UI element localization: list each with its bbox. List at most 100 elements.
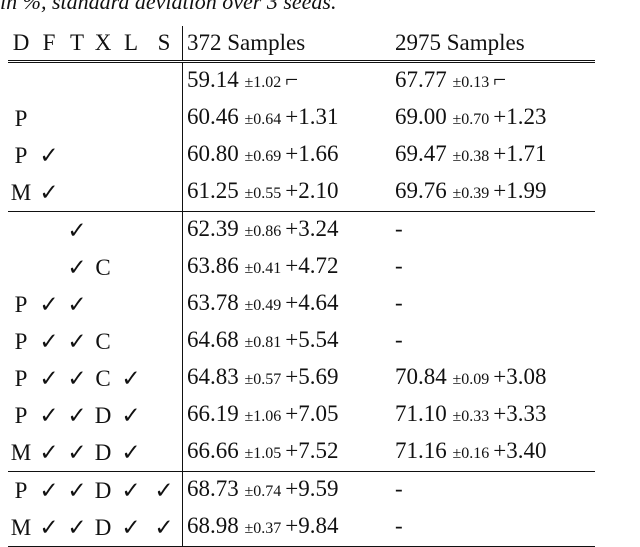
mean-value: 59.14 — [187, 67, 239, 92]
cell-l: ✓ — [121, 402, 141, 428]
cell-x — [90, 137, 116, 174]
cell-372-samples: 59.14 ±1.02 ⌐ — [182, 60, 395, 100]
cell-f: ✓ — [39, 365, 59, 391]
mean-value: 69.47 — [395, 141, 447, 166]
mean-value: 60.80 — [187, 141, 239, 166]
header-l: L — [116, 26, 146, 62]
delta-value: +5.54 — [285, 327, 339, 352]
std-value: ±1.02 — [244, 74, 282, 91]
mean-value: 66.19 — [187, 401, 239, 426]
delta-value: +9.84 — [285, 513, 339, 538]
cell-f: ✓ — [34, 471, 64, 509]
cell-s — [146, 249, 183, 286]
cell-d — [8, 211, 34, 249]
cell-d: P — [8, 471, 34, 509]
mean-value: 62.39 — [187, 216, 239, 241]
table-body: 59.14 ±1.02 ⌐ 67.77 ±0.13 ⌐ P 60.46 ±0.64 +1.3… — [8, 60, 595, 547]
cell-x: C — [95, 254, 111, 280]
mean-value: 68.73 — [187, 476, 239, 501]
cell-372-samples: 63.86 ±0.41 +4.72 — [182, 249, 395, 286]
delta-value: ⌐ — [285, 67, 299, 92]
cell-d: M — [10, 179, 32, 205]
cell-f: ✓ — [39, 439, 59, 465]
cell-x: C — [95, 365, 111, 391]
cell-t — [64, 60, 90, 100]
mean-value: 64.68 — [187, 327, 239, 352]
delta-value: +3.08 — [493, 364, 547, 389]
cell-2975-samples: - — [395, 249, 595, 286]
std-value: ±0.38 — [452, 148, 490, 165]
delta-value: +1.23 — [493, 104, 547, 129]
cell-s — [146, 360, 183, 397]
cell-372-samples: 61.25 ±0.55 +2.10 — [182, 174, 395, 212]
cell-x — [90, 100, 116, 137]
std-value: ±0.39 — [452, 185, 490, 202]
cell-l — [116, 137, 146, 174]
cell-x — [90, 60, 116, 100]
mean-value: - — [395, 253, 403, 278]
table-row: P ✓ ✓ D ✓ 66.19 ±1.06 +7.05 71.10 ±0.33 +3.33 — [8, 397, 595, 434]
cell-s: ✓ — [146, 509, 183, 547]
cell-l: ✓ — [116, 509, 146, 547]
cell-x — [90, 286, 116, 323]
cell-s — [146, 434, 183, 472]
delta-value: ⌐ — [493, 67, 507, 92]
delta-value: +7.52 — [285, 438, 339, 463]
cell-l — [116, 60, 146, 100]
mean-value: 67.77 — [395, 67, 447, 92]
cell-x: D — [94, 402, 112, 428]
cell-t — [64, 137, 90, 174]
cell-t: ✓ — [64, 471, 90, 509]
cell-t: ✓ — [67, 291, 87, 317]
std-value: ±0.81 — [244, 334, 282, 351]
table-caption: in %, standard deviation over 3 seeds. — [0, 0, 337, 14]
cell-2975-samples: - — [395, 211, 595, 249]
mean-value: 63.86 — [187, 253, 239, 278]
cell-372-samples: 66.66 ±1.05 +7.52 — [182, 434, 395, 472]
cell-s — [146, 174, 183, 212]
cell-l: ✓ — [116, 471, 146, 509]
std-value: ±0.70 — [452, 111, 490, 128]
std-value: ±0.57 — [244, 371, 282, 388]
mean-value: 70.84 — [395, 364, 447, 389]
table-row: ✓ C 63.86 ±0.41 +4.72- — [8, 249, 595, 286]
cell-f — [34, 211, 64, 249]
cell-2975-samples: 71.10 ±0.33 +3.33 — [395, 397, 595, 434]
cell-d: P — [14, 142, 28, 168]
std-value: ±0.49 — [244, 297, 282, 314]
cell-f: ✓ — [39, 402, 59, 428]
cell-s — [146, 286, 183, 323]
cell-372-samples: 68.98 ±0.37 +9.84 — [182, 509, 395, 547]
cell-372-samples: 63.78 ±0.49 +4.64 — [182, 286, 395, 323]
cell-l — [116, 323, 146, 360]
cell-372-samples: 64.68 ±0.81 +5.54 — [182, 323, 395, 360]
cell-s — [146, 60, 183, 100]
cell-2975-samples: - — [395, 286, 595, 323]
cell-f — [34, 249, 64, 286]
mean-value: - — [395, 327, 403, 352]
delta-value: +4.72 — [285, 253, 339, 278]
cell-2975-samples: 69.00 ±0.70 +1.23 — [395, 100, 595, 137]
mean-value: 69.76 — [395, 178, 447, 203]
cell-s — [146, 137, 183, 174]
delta-value: +5.69 — [285, 364, 339, 389]
table-row: 59.14 ±1.02 ⌐ 67.77 ±0.13 ⌐ — [8, 60, 595, 100]
std-value: ±0.86 — [244, 223, 282, 240]
std-value: ±0.69 — [244, 148, 282, 165]
mean-value: - — [395, 290, 403, 315]
cell-d — [8, 60, 34, 100]
cell-l: ✓ — [121, 439, 141, 465]
delta-value: +3.33 — [493, 401, 547, 426]
delta-value: +1.66 — [285, 141, 339, 166]
cell-f: ✓ — [39, 142, 59, 168]
cell-x — [90, 211, 116, 249]
cell-2975-samples: - — [395, 471, 595, 509]
table-row: M ✓ ✓ D ✓ 66.66 ±1.05 +7.52 71.16 ±0.16 +3.40 — [8, 434, 595, 472]
cell-372-samples: 60.46 ±0.64 +1.31 — [182, 100, 395, 137]
delta-value: +3.40 — [493, 438, 547, 463]
cell-l — [116, 286, 146, 323]
cell-f — [34, 100, 64, 137]
cell-d: P — [14, 105, 28, 131]
cell-372-samples: 64.83 ±0.57 +5.69 — [182, 360, 395, 397]
cell-s — [146, 211, 183, 249]
